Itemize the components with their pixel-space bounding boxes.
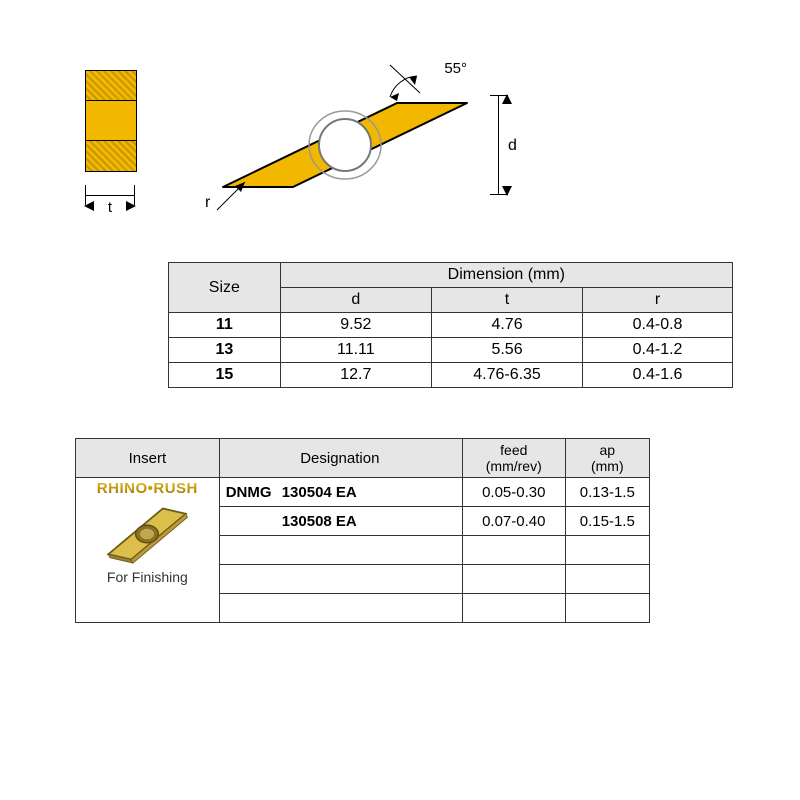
insert-subtitle: For Finishing (76, 567, 219, 591)
feed-header: feed (mm/rev) (462, 439, 565, 478)
side-rect-mid (85, 100, 137, 142)
brand-logo: RHINO•RUSH (76, 478, 219, 499)
designation-header: Designation (219, 439, 462, 478)
t-label: t (85, 199, 135, 216)
angle-label: 55° (444, 60, 467, 77)
table-row: 15 12.7 4.76-6.35 0.4-1.6 (169, 363, 733, 388)
insert-table: Insert Designation feed (mm/rev) ap (mm)… (75, 438, 650, 623)
d-label: d (508, 137, 517, 155)
table-row: RHINO•RUSH For Finishing DNMG130504 EA 0… (76, 478, 650, 507)
insert-area: Insert Designation feed (mm/rev) ap (mm)… (75, 438, 650, 623)
table-row: 13 11.11 5.56 0.4-1.2 (169, 338, 733, 363)
insert-icon (103, 503, 191, 565)
r-header: r (583, 288, 733, 313)
side-rect-bot (85, 140, 137, 172)
t-header: t (431, 288, 582, 313)
d-header: d (280, 288, 431, 313)
size-header: Size (169, 263, 281, 313)
size-table: Size Dimension (mm) d t r 11 9.52 4.76 0… (168, 262, 733, 388)
r-arrow (215, 172, 255, 212)
side-rect-top (85, 70, 137, 102)
diagram-area: t 55° d r (75, 60, 595, 250)
ap-header: ap (mm) (565, 439, 649, 478)
designation-cell: DNMG130504 EA (219, 478, 462, 507)
main-view: 55° d r (205, 60, 485, 230)
side-view (75, 70, 145, 170)
r-label: r (205, 180, 210, 198)
insert-cell: RHINO•RUSH For Finishing (76, 478, 220, 623)
insert-header: Insert (76, 439, 220, 478)
table-row: 11 9.52 4.76 0.4-0.8 (169, 313, 733, 338)
dimension-header: Dimension (mm) (280, 263, 732, 288)
dimension-d: d (490, 95, 515, 195)
